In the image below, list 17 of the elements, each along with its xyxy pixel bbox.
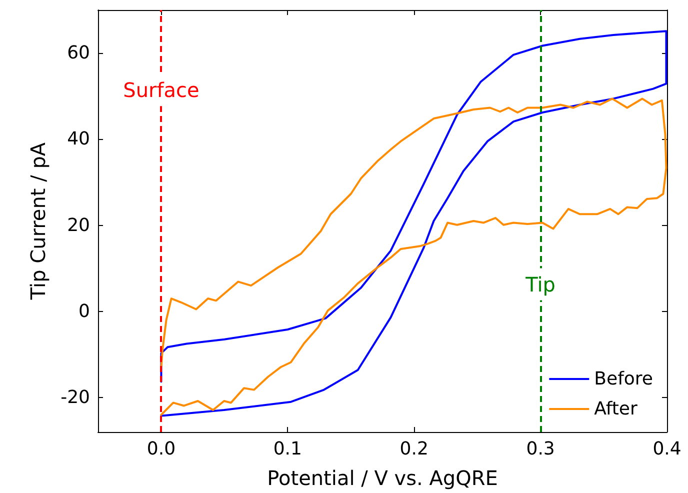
y-tick-label: 20 (67, 214, 90, 236)
x-tick-label: 0.3 (526, 438, 555, 460)
legend-label: Before (594, 368, 654, 390)
x-tick-label: 0.0 (146, 438, 176, 460)
x-tick-label: 0.4 (652, 438, 682, 460)
y-tick-label: -20 (60, 387, 90, 408)
line-series (160, 98, 668, 416)
ref-line-label: Surface (123, 78, 200, 102)
y-axis-title: Tip Current / pA (26, 142, 50, 301)
y-tick-label: 0 (78, 300, 90, 322)
ref-line-label: Tip (524, 272, 556, 296)
y-tick-label: 60 (67, 42, 90, 64)
x-tick-label: 0.2 (400, 438, 428, 460)
x-axis-title: Potential / V vs. AgQRE (267, 466, 498, 490)
x-tick-label: 0.1 (273, 438, 302, 460)
legend-label: After (594, 398, 638, 420)
y-tick-label: 40 (67, 128, 90, 150)
